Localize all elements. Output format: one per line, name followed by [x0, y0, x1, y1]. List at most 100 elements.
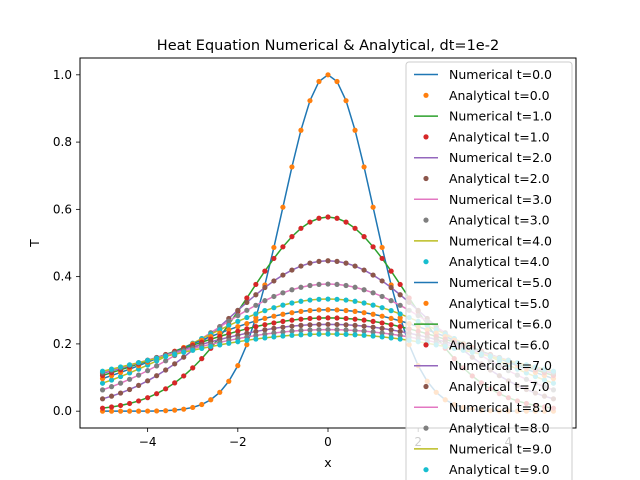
data-point: [145, 395, 151, 401]
legend-label: Numerical t=0.0: [449, 67, 552, 82]
data-point: [289, 300, 295, 306]
data-point: [99, 405, 106, 411]
data-point: [325, 321, 331, 327]
legend-label: Analytical t=9.0: [449, 462, 550, 477]
legend-item: Numerical t=1.0: [414, 109, 552, 124]
data-point: [352, 327, 358, 334]
data-point: [271, 330, 277, 336]
legend-item: Numerical t=8.0: [414, 400, 552, 415]
y-tick-label: 0.2: [53, 337, 72, 351]
data-point: [99, 387, 106, 393]
data-point: [388, 335, 394, 341]
data-point: [352, 263, 358, 269]
data-point: [181, 354, 187, 360]
legend-item: Numerical t=6.0: [414, 317, 552, 332]
data-point: [388, 308, 394, 314]
legend-label: Analytical t=0.0: [449, 88, 550, 103]
data-point: [352, 298, 358, 304]
data-point: [262, 322, 268, 328]
x-tick-label: −2: [229, 435, 247, 449]
legend-item: Numerical t=3.0: [414, 192, 552, 207]
data-point: [379, 334, 385, 340]
data-point: [154, 408, 160, 414]
legend-item: Analytical t=8.0: [423, 421, 550, 436]
data-point: [117, 373, 124, 380]
data-point: [280, 329, 286, 335]
data-point: [307, 327, 313, 333]
y-tick-label: 0.4: [53, 270, 72, 284]
data-point: [280, 244, 286, 250]
data-point: [127, 376, 133, 382]
data-point: [262, 308, 268, 314]
legend-label: Analytical t=3.0: [449, 213, 550, 228]
data-point: [253, 336, 259, 342]
data-point: [343, 315, 349, 322]
data-point: [316, 307, 322, 313]
x-tick-label: −4: [139, 435, 157, 449]
data-point: [361, 310, 367, 316]
data-point: [172, 407, 178, 413]
data-point: [316, 78, 322, 85]
data-point: [352, 316, 358, 322]
data-point: [379, 278, 385, 284]
data-point: [352, 332, 358, 338]
data-point: [271, 293, 277, 300]
data-point: [334, 78, 340, 85]
legend-item: Analytical t=7.0: [423, 379, 550, 394]
data-point: [163, 408, 169, 414]
data-point: [235, 339, 241, 345]
data-point: [316, 315, 322, 321]
data-point: [108, 393, 115, 399]
data-point: [343, 331, 349, 337]
data-point: [397, 318, 403, 324]
data-point: [199, 356, 205, 362]
data-point: [226, 340, 232, 346]
data-point: [397, 311, 403, 317]
data-point: [325, 214, 331, 220]
data-point: [289, 332, 295, 338]
data-point: [397, 292, 403, 298]
legend-item: Numerical t=7.0: [414, 358, 552, 373]
data-point: [307, 315, 313, 322]
data-point: [316, 258, 322, 264]
data-point: [99, 368, 106, 374]
data-point: [307, 98, 313, 104]
data-point: [154, 373, 160, 379]
data-point: [145, 408, 151, 414]
data-point: [334, 258, 340, 264]
data-point: [199, 345, 205, 351]
data-point: [181, 349, 187, 355]
data-point: [127, 408, 133, 414]
data-point: [325, 327, 331, 333]
data-point: [271, 278, 277, 284]
data-point: [262, 298, 268, 304]
data-point: [343, 219, 349, 225]
data-point: [217, 389, 223, 395]
data-point: [289, 328, 295, 334]
data-point: [334, 321, 340, 328]
data-point: [298, 322, 304, 328]
legend-item: Analytical t=5.0: [423, 296, 550, 311]
data-point: [379, 313, 385, 319]
data-point: [334, 327, 340, 333]
data-point: [388, 284, 394, 291]
data-point: [271, 313, 277, 319]
data-point: [199, 401, 205, 408]
data-point: [127, 386, 133, 393]
data-point: [172, 351, 178, 357]
data-point: [108, 404, 115, 410]
data-point: [388, 298, 394, 304]
data-point: [244, 299, 250, 305]
legend-label: Analytical t=1.0: [449, 129, 550, 144]
y-tick-label: 0.0: [53, 404, 72, 418]
legend-item: Analytical t=2.0: [423, 171, 550, 186]
data-point: [244, 337, 250, 343]
legend-label: Analytical t=8.0: [449, 421, 550, 436]
y-axis-label: T: [27, 239, 42, 248]
data-point: [235, 324, 241, 330]
data-point: [117, 402, 124, 409]
data-point: [136, 398, 142, 404]
data-point: [325, 331, 331, 337]
data-point: [361, 328, 367, 334]
data-point: [370, 333, 376, 339]
